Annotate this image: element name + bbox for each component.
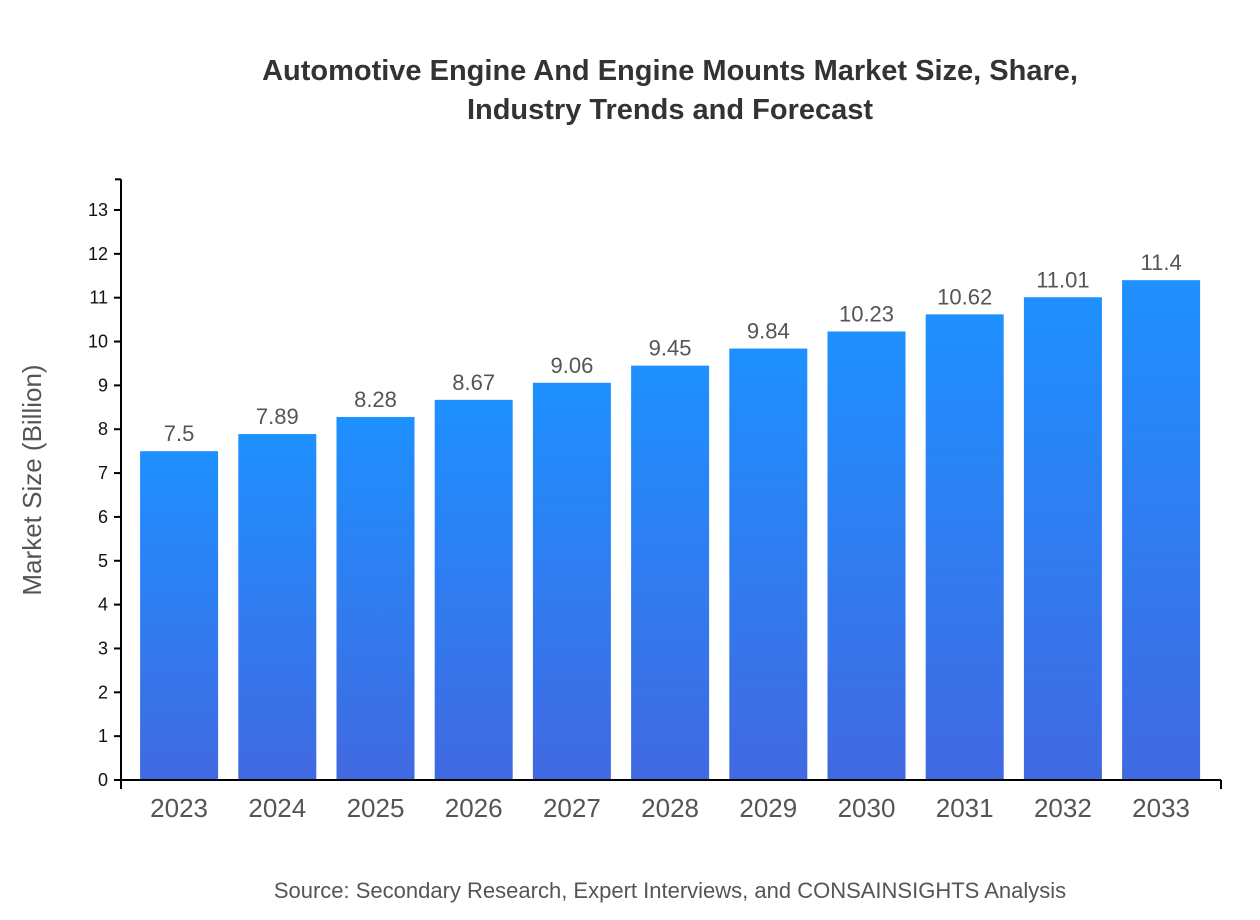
bar-2024 <box>238 434 317 780</box>
bar-2025 <box>336 416 415 780</box>
x-tick-label: 2032 <box>1034 793 1092 823</box>
x-tick-label: 2026 <box>445 793 503 823</box>
y-tick-label: 7 <box>98 463 108 483</box>
y-tick-label: 2 <box>98 682 108 702</box>
data-label: 9.45 <box>649 336 692 361</box>
y-tick-label: 9 <box>98 375 108 395</box>
bar-2029 <box>729 348 808 780</box>
y-axis-label: Market Size (Billion) <box>17 364 47 595</box>
x-tick-label: 2029 <box>739 793 797 823</box>
y-tick-label: 13 <box>88 200 108 220</box>
data-label: 9.84 <box>747 319 790 344</box>
y-tick-label: 3 <box>98 638 108 658</box>
data-label: 11.01 <box>1036 267 1089 292</box>
chart-title-line-1: Automotive Engine And Engine Mounts Mark… <box>262 55 1078 87</box>
x-tick-label: 2023 <box>150 793 208 823</box>
data-label: 7.5 <box>164 421 195 446</box>
data-label: 10.62 <box>937 284 992 309</box>
data-label: 9.06 <box>550 353 593 378</box>
bar-2027 <box>532 382 611 780</box>
chart-title: Automotive Engine And Engine Mounts Mark… <box>0 52 1260 130</box>
data-label: 7.89 <box>256 404 299 429</box>
x-tick-label: 2028 <box>641 793 699 823</box>
y-tick-label: 4 <box>98 595 108 615</box>
y-tick-label: 12 <box>88 244 108 264</box>
source-note: Source: Secondary Research, Expert Inter… <box>273 878 1067 903</box>
chart-title-line-2: Industry Trends and Forecast <box>466 94 874 126</box>
y-tick-label: 5 <box>98 551 108 571</box>
x-tick-label: 2031 <box>936 793 994 823</box>
x-tick-label: 2030 <box>838 793 896 823</box>
bar-2031 <box>925 314 1004 780</box>
bar-2032 <box>1023 297 1102 780</box>
bar-2030 <box>827 331 906 780</box>
y-tick-label: 0 <box>98 770 108 790</box>
x-tick-label: 2027 <box>543 793 601 823</box>
bar-2033 <box>1122 280 1201 780</box>
bar-2026 <box>434 399 513 780</box>
y-tick-label: 6 <box>98 507 108 527</box>
y-tick-label: 11 <box>89 288 108 308</box>
data-label: 10.23 <box>839 301 894 326</box>
x-tick-label: 2025 <box>347 793 405 823</box>
data-label: 8.67 <box>452 370 495 395</box>
x-tick-label: 2024 <box>248 793 306 823</box>
data-label: 11.4 <box>1141 250 1182 275</box>
y-tick-label: 10 <box>88 332 108 352</box>
y-tick-label: 1 <box>98 726 108 746</box>
x-tick-label: 2033 <box>1132 793 1190 823</box>
bar-2023 <box>140 451 219 780</box>
bar-2028 <box>631 365 710 780</box>
data-label: 8.28 <box>354 387 397 412</box>
y-tick-label: 8 <box>98 419 108 439</box>
